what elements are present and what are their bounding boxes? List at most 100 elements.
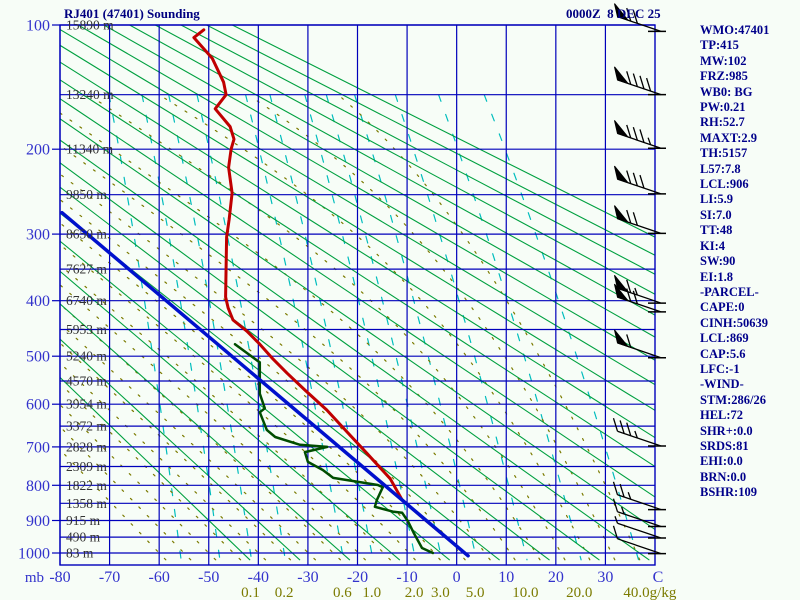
temperature-tick-label: -70 <box>99 569 120 586</box>
panel-line: TH:5157 <box>700 146 748 161</box>
panel-line: BRN:0.0 <box>700 469 747 484</box>
height-label: 11340 m <box>66 142 114 157</box>
panel-line: PW:0.21 <box>700 100 746 115</box>
panel-line: WB0: BG <box>700 84 753 99</box>
pressure-tick-label: 800 <box>26 478 50 495</box>
panel-line: CAPE:0 <box>700 300 745 315</box>
pressure-tick-label: 700 <box>26 439 50 456</box>
panel-line: KI:4 <box>700 238 725 253</box>
pressure-axis-unit: mb <box>25 570 44 586</box>
temperature-tick-label: 30 <box>597 569 613 586</box>
height-label: 5240 m <box>66 349 107 364</box>
pressure-tick-label: 400 <box>26 293 50 310</box>
panel-line: SI:7.0 <box>700 207 732 222</box>
pressure-tick-label: 300 <box>26 227 50 244</box>
panel-line: -WIND- <box>700 377 744 392</box>
mixing-ratio-label: 3.0 <box>431 585 450 600</box>
panel-line: MW:102 <box>700 53 747 68</box>
wind-barb <box>613 205 666 235</box>
panel-line: SW:90 <box>700 254 736 269</box>
height-label: 2828 m <box>66 439 107 454</box>
panel-line: WMO:47401 <box>700 23 770 37</box>
mixing-ratio-label: 0.2 <box>275 585 294 600</box>
panel-line: -PARCEL- <box>700 284 759 299</box>
temperature-axis-unit: C <box>653 569 664 586</box>
mixing-ratio-label: 0.6 <box>333 585 352 600</box>
panel-line: STM:286/26 <box>700 392 766 407</box>
pressure-tick-label: 1000 <box>18 546 50 563</box>
panel-line: SRDS:81 <box>700 438 749 453</box>
panel-line: LCL:869 <box>700 331 749 346</box>
wind-barb <box>613 329 666 359</box>
temperature-tick-label: -20 <box>347 569 368 586</box>
panel-line: EI:1.8 <box>700 269 733 284</box>
temperature-tick-label: 20 <box>548 569 564 586</box>
panel-line: RH:52.7 <box>700 115 745 130</box>
height-label: 5953 m <box>66 322 107 337</box>
temperature-tick-label: -50 <box>198 569 219 586</box>
panel-line: LI:5.9 <box>700 192 733 207</box>
height-label: 8650 m <box>66 227 107 242</box>
temperature-tick-label: -10 <box>396 569 417 586</box>
height-label: 4570 m <box>66 373 107 388</box>
panel-line: BSHR:109 <box>700 485 757 500</box>
temperature-tick-label: -30 <box>297 569 318 586</box>
indices-panel: WMO:47401 TP:415 MW:102 FRZ:985 WB0: BG PW:0.… <box>700 23 800 501</box>
mixing-ratio-label: 40.0 <box>623 585 649 600</box>
mixing-ratio-label: 1.0 <box>362 585 381 600</box>
wind-barb <box>612 525 666 555</box>
wind-barb <box>613 283 666 313</box>
height-label: 3372 m <box>66 419 107 434</box>
height-label: 1822 m <box>66 478 107 493</box>
temperature-tick-label: 0 <box>453 569 461 586</box>
panel-line: SHR+:0.0 <box>700 423 753 438</box>
panel-line: CINH:50639 <box>700 315 769 330</box>
pressure-tick-label: 200 <box>26 142 50 159</box>
mixing-ratio-label: 10.0 <box>512 585 538 600</box>
height-label: 83 m <box>66 546 94 561</box>
wind-barb <box>613 3 666 33</box>
height-label: 3954 m <box>66 397 107 412</box>
mixing-ratio-label: 20.0 <box>566 585 592 600</box>
temperature-tick-label: -40 <box>248 569 269 586</box>
panel-line: HEL:72 <box>700 408 744 423</box>
wind-barb <box>612 418 666 447</box>
height-label: 7627 m <box>66 262 107 277</box>
mixing-ratio-unit: g/kg <box>650 585 677 600</box>
height-label: 9850 m <box>66 187 107 202</box>
panel-line: FRZ:985 <box>700 69 748 84</box>
wind-barb <box>612 481 666 511</box>
panel-line: TT:48 <box>700 223 733 238</box>
height-label: 1358 m <box>66 496 107 511</box>
height-label: 915 m <box>66 513 101 528</box>
temperature-tick-label: -60 <box>149 569 170 586</box>
pressure-tick-label: 500 <box>26 349 50 366</box>
panel-line: MAXT:2.9 <box>700 130 758 145</box>
height-label: 13240 m <box>66 87 114 102</box>
mixing-ratio-label: 0.1 <box>241 585 260 600</box>
mixing-ratio-label: 5.0 <box>466 585 485 600</box>
pressure-tick-label: 600 <box>26 397 50 414</box>
panel-line: L57:7.8 <box>700 161 741 176</box>
wind-barb <box>613 120 666 149</box>
height-label: 490 m <box>66 530 101 545</box>
wind-barb <box>613 66 666 96</box>
panel-line: LFC:-1 <box>700 361 740 376</box>
height-label: 2309 m <box>66 459 107 474</box>
panel-line: LCL:906 <box>700 177 749 192</box>
pressure-tick-label: 100 <box>26 18 50 35</box>
height-label: 6740 m <box>66 293 107 308</box>
panel-line: EHI:0.0 <box>700 454 743 469</box>
pressure-tick-label: 900 <box>26 513 50 530</box>
wind-barb <box>613 165 666 195</box>
temperature-tick-label: -80 <box>49 569 70 586</box>
wind-barb <box>612 498 666 528</box>
page-title: RJ401 (47401) Sounding <box>64 6 200 21</box>
mixing-ratio-label: 2.0 <box>405 585 424 600</box>
wind-barb <box>614 516 666 539</box>
panel-line: CAP:5.6 <box>700 346 746 361</box>
sounding-datetime: 0000Z 8 DEC 25 <box>566 6 661 21</box>
temperature-tick-label: 10 <box>498 569 514 586</box>
panel-line: TP:415 <box>700 38 739 53</box>
